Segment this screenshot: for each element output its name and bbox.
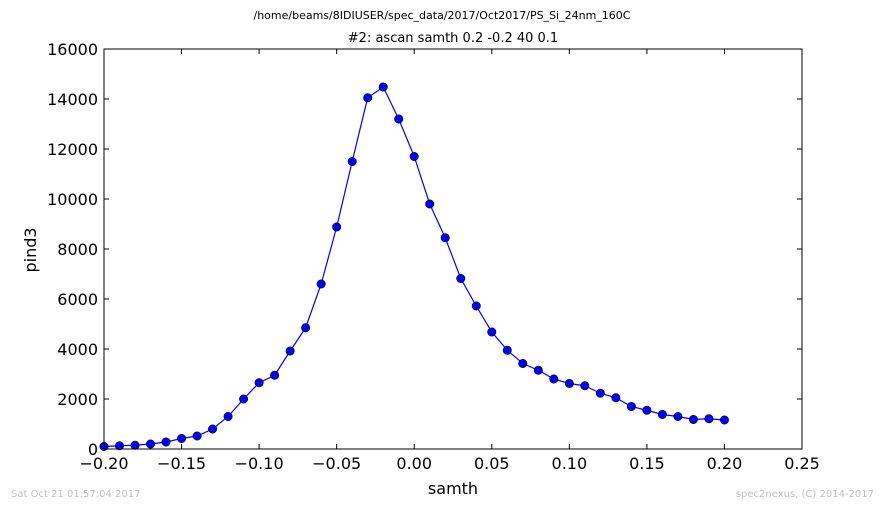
chart-suptitle: /home/beams/8IDIUSER/spec_data/2017/Oct2… bbox=[254, 9, 631, 22]
data-point bbox=[471, 301, 481, 311]
data-point bbox=[642, 405, 652, 415]
data-point bbox=[301, 323, 311, 333]
x-tick-label: 0.10 bbox=[552, 454, 588, 473]
y-tick-label: 12000 bbox=[47, 140, 98, 159]
data-point bbox=[564, 378, 574, 388]
data-point bbox=[146, 439, 156, 449]
data-point bbox=[130, 440, 140, 450]
data-point bbox=[254, 378, 264, 388]
x-tick-label: 0.00 bbox=[396, 454, 432, 473]
data-point bbox=[177, 433, 187, 443]
data-point bbox=[518, 358, 528, 368]
axes-frame bbox=[103, 48, 803, 450]
x-tick-label: −0.10 bbox=[235, 454, 284, 473]
x-tick-label: 0.15 bbox=[629, 454, 665, 473]
footer-timestamp: Sat Oct 21 01:57:04 2017 bbox=[11, 489, 141, 500]
data-point bbox=[688, 414, 698, 424]
data-point bbox=[239, 394, 249, 404]
data-point bbox=[440, 233, 450, 243]
y-axis-label: pind3 bbox=[21, 227, 40, 272]
y-tick-label: 4000 bbox=[57, 340, 98, 359]
data-point bbox=[378, 82, 388, 92]
data-point bbox=[611, 393, 621, 403]
y-tick-label: 16000 bbox=[47, 40, 98, 59]
data-point bbox=[208, 424, 218, 434]
data-point bbox=[223, 411, 233, 421]
data-point bbox=[673, 411, 683, 421]
data-point bbox=[332, 222, 342, 232]
footer-credit: spec2nexus, (C) 2014-2017 bbox=[735, 489, 874, 500]
data-point bbox=[549, 374, 559, 384]
data-point bbox=[626, 401, 636, 411]
x-tick-label: 0.25 bbox=[784, 454, 820, 473]
data-point bbox=[363, 93, 373, 103]
y-tick-label: 6000 bbox=[57, 290, 98, 309]
data-point bbox=[285, 346, 295, 356]
data-point bbox=[704, 414, 714, 424]
plot-area: −0.20 −0.15 −0.10 −0.05 0.00 0.05 0.10 0.15 0.20… bbox=[47, 40, 820, 473]
data-point bbox=[270, 370, 280, 380]
y-tick-label: 0 bbox=[88, 440, 98, 459]
data-point bbox=[533, 365, 543, 375]
data-point bbox=[316, 279, 326, 289]
x-axis-label: samth bbox=[428, 479, 478, 498]
x-tick-label: −0.15 bbox=[157, 454, 206, 473]
data-point bbox=[394, 114, 404, 124]
y-tick-label: 2000 bbox=[57, 390, 98, 409]
y-tick-label: 14000 bbox=[47, 90, 98, 109]
data-point bbox=[580, 381, 590, 391]
y-tick-label: 8000 bbox=[57, 240, 98, 259]
x-tick-label: −0.20 bbox=[79, 454, 128, 473]
data-point bbox=[347, 157, 357, 167]
data-point bbox=[192, 431, 202, 441]
x-tick-label: 0.20 bbox=[707, 454, 743, 473]
x-tick-label: −0.05 bbox=[312, 454, 361, 473]
data-point bbox=[409, 152, 419, 162]
data-point bbox=[502, 345, 512, 355]
data-point bbox=[595, 388, 605, 398]
data-point bbox=[657, 409, 667, 419]
data-point bbox=[425, 199, 435, 209]
x-tick-label: 0.05 bbox=[474, 454, 510, 473]
y-tick-label: 10000 bbox=[47, 190, 98, 209]
data-point bbox=[719, 415, 729, 425]
data-point bbox=[115, 441, 125, 451]
data-point bbox=[161, 437, 171, 447]
data-point bbox=[487, 327, 497, 337]
data-point bbox=[456, 273, 466, 283]
chart-title: #2: ascan samth 0.2 -0.2 40 0.1 bbox=[348, 31, 558, 46]
series-line bbox=[103, 86, 725, 448]
